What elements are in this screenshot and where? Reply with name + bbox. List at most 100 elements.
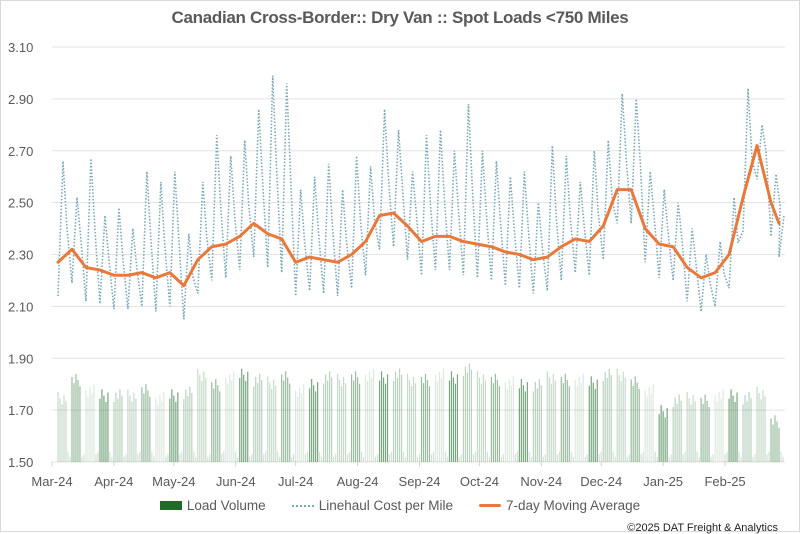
volume-bar xyxy=(245,381,246,462)
volume-bar xyxy=(547,371,548,462)
volume-bar xyxy=(165,457,166,462)
volume-bar xyxy=(389,454,390,462)
volume-bar xyxy=(93,384,94,462)
volume-bar xyxy=(663,411,664,462)
volume-bar xyxy=(213,388,214,462)
volume-bar xyxy=(423,383,424,462)
x-tick-label: Apr-24 xyxy=(94,474,133,489)
volume-bar xyxy=(772,425,773,462)
volume-bar xyxy=(125,454,126,462)
volume-bar xyxy=(776,422,777,462)
volume-bar xyxy=(415,383,416,462)
volume-bar xyxy=(353,381,354,462)
volume-bar xyxy=(239,378,240,462)
volume-bar xyxy=(431,454,432,462)
volume-bar xyxy=(375,457,376,462)
copyright-credit: ©2025 DAT Freight & Analytics xyxy=(627,522,778,534)
volume-bar xyxy=(129,396,130,462)
volume-bar xyxy=(507,389,508,462)
volume-bar xyxy=(201,381,202,462)
volume-bar xyxy=(335,454,336,462)
volume-bar xyxy=(297,397,298,462)
volume-bar xyxy=(171,389,172,462)
volume-bar xyxy=(553,374,554,462)
volume-bar xyxy=(705,395,706,462)
volume-bar xyxy=(135,399,136,462)
volume-bar xyxy=(557,454,558,462)
volume-bar xyxy=(641,454,642,462)
volume-bar xyxy=(655,452,656,462)
volume-bar xyxy=(79,386,80,462)
volume-bar xyxy=(661,405,662,462)
volume-bar xyxy=(429,386,430,462)
volume-bar xyxy=(782,457,783,462)
volume-bar xyxy=(211,382,212,462)
volume-bar xyxy=(393,381,394,462)
volume-bar xyxy=(740,457,741,462)
volume-bar xyxy=(233,371,234,462)
legend-label: Load Volume xyxy=(187,498,266,513)
volume-bar xyxy=(623,372,624,462)
volume-bar xyxy=(209,454,210,462)
volume-bar xyxy=(185,390,186,462)
volume-bar xyxy=(647,397,648,462)
volume-bar xyxy=(105,402,106,462)
volume-bar xyxy=(403,452,404,462)
y-tick-label: 2.90 xyxy=(8,92,33,107)
volume-bar xyxy=(287,377,288,462)
volume-bar xyxy=(383,377,384,462)
volume-bar xyxy=(683,454,684,462)
volume-bar xyxy=(499,386,500,462)
volume-bar xyxy=(73,383,74,462)
x-tick-label: Aug-24 xyxy=(337,474,379,489)
volume-bar xyxy=(341,386,342,462)
volume-bar xyxy=(627,457,628,462)
volume-bar xyxy=(197,369,198,462)
volume-bar xyxy=(703,404,704,462)
volume-bar xyxy=(417,457,418,462)
volume-bar xyxy=(157,404,158,462)
volume-bar xyxy=(475,452,476,462)
volume-bar xyxy=(77,380,78,462)
volume-bar xyxy=(734,402,735,462)
volume-bar xyxy=(369,372,370,462)
volume-bar xyxy=(319,452,320,462)
volume-bar xyxy=(229,374,230,462)
volume-bar xyxy=(605,372,606,462)
volume-bar xyxy=(543,457,544,462)
volume-bar xyxy=(435,375,436,462)
volume-bar xyxy=(513,376,514,462)
volume-bar xyxy=(509,380,510,462)
volume-bar xyxy=(635,376,636,462)
volume-bar xyxy=(750,398,751,462)
volume-bar xyxy=(343,377,344,462)
volume-bar xyxy=(653,384,654,462)
volume-bar xyxy=(501,457,502,462)
volume-bar xyxy=(583,374,584,462)
volume-bar xyxy=(401,375,402,462)
volume-bar xyxy=(707,401,708,462)
volume-bar xyxy=(267,376,268,462)
volume-bar xyxy=(289,384,290,462)
volume-bar xyxy=(103,396,104,462)
volume-bar xyxy=(67,452,68,462)
volume-bar xyxy=(537,388,538,462)
volume-bar xyxy=(465,367,466,462)
volume-bar xyxy=(293,454,294,462)
volume-bar xyxy=(637,383,638,462)
volume-bar xyxy=(249,457,250,462)
volume-bar xyxy=(81,457,82,462)
y-tick-label: 3.10 xyxy=(8,40,33,55)
volume-bar xyxy=(730,389,731,462)
volume-bar xyxy=(223,452,224,462)
volume-bar xyxy=(115,392,116,462)
volume-bar xyxy=(437,381,438,462)
volume-bar xyxy=(313,385,314,462)
volume-bar xyxy=(189,387,190,462)
volume-bar xyxy=(317,382,318,462)
volume-bar xyxy=(409,380,410,462)
volume-bar xyxy=(357,377,358,462)
volume-bar xyxy=(609,369,610,462)
volume-bar xyxy=(720,399,721,462)
volume-bar xyxy=(373,369,374,462)
